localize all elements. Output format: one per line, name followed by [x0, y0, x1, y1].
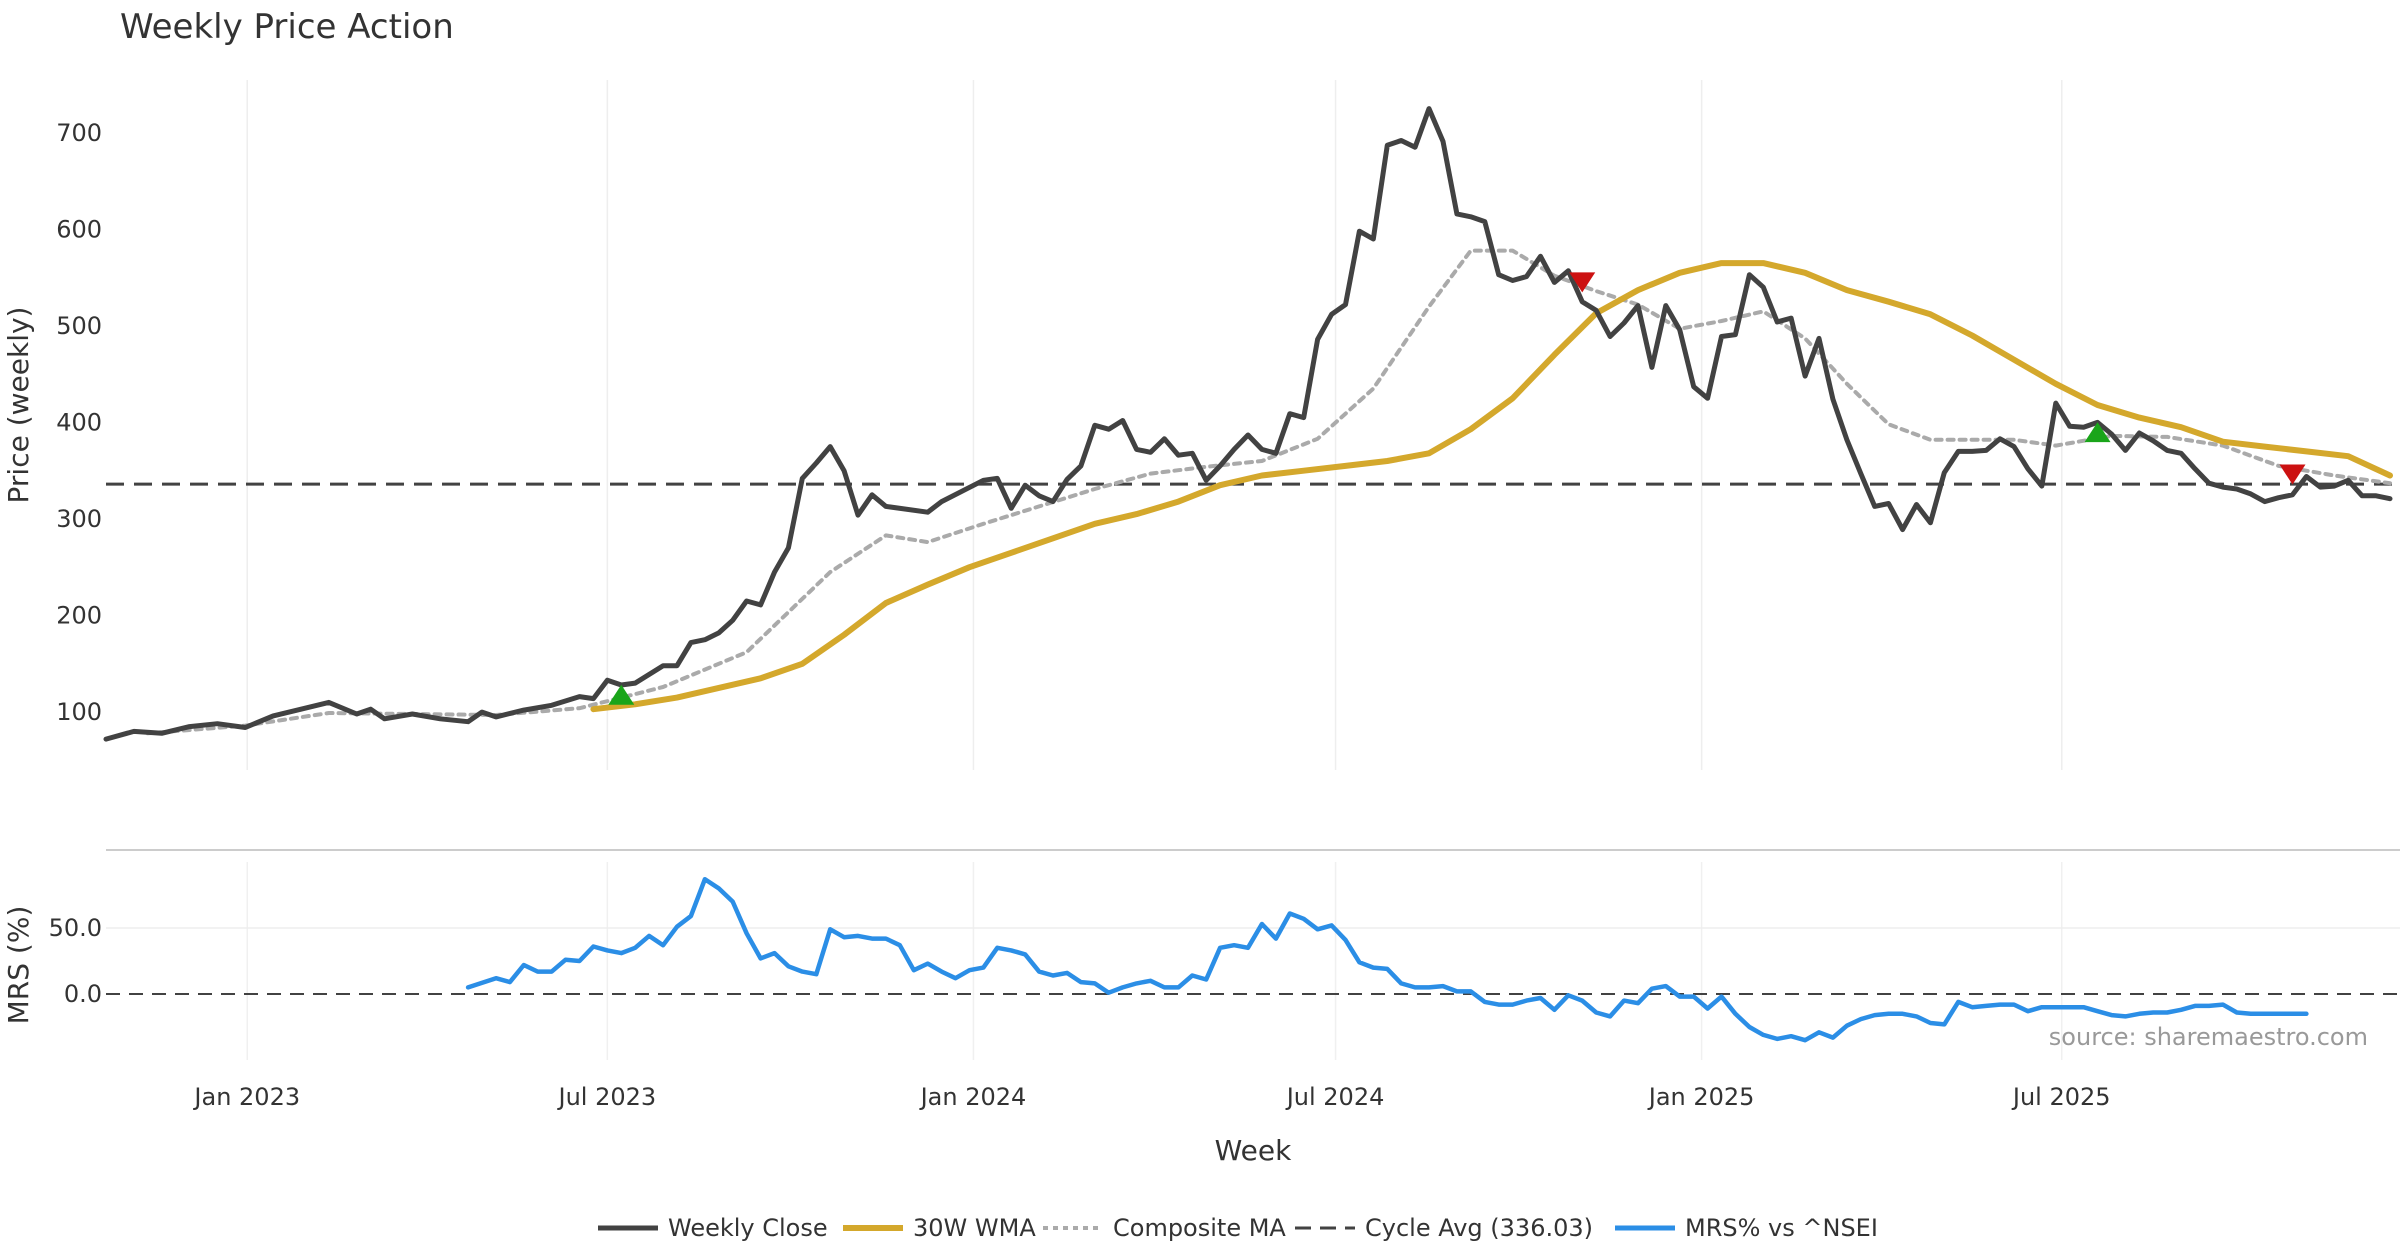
mrs-ytick-0: 50.0	[49, 914, 102, 942]
wma-30w-line	[590, 260, 2393, 713]
weekly-close-line	[103, 106, 2393, 742]
x-tick-3: Jul 2024	[1285, 1083, 1385, 1111]
x-axis-label: Week	[1215, 1134, 1292, 1167]
mrs-line	[465, 876, 2309, 1043]
mrs-ytick-1: 0.0	[64, 980, 102, 1008]
mrs-y-axis-label: MRS (%)	[2, 906, 35, 1025]
price-ytick-4: 500	[56, 312, 102, 340]
legend-label-close: Weekly Close	[668, 1214, 828, 1242]
legend-label-mrs: MRS% vs ^NSEI	[1685, 1214, 1878, 1242]
price-series-lines	[103, 106, 2393, 742]
buy-signal-marker-0	[608, 684, 635, 705]
price-ytick-3: 400	[56, 408, 102, 436]
buy-signal-marker-2	[2084, 422, 2111, 443]
mrs-y-ticks: 50.0 0.0	[49, 914, 102, 1008]
sell-signal-marker-1	[1569, 272, 1596, 293]
mrs-gridlines	[106, 862, 2400, 1060]
price-ytick-1: 200	[56, 602, 102, 630]
x-tick-2: Jan 2024	[919, 1083, 1027, 1111]
legend-label-composite: Composite MA	[1113, 1214, 1286, 1242]
sell-signal-marker-3	[2279, 464, 2306, 485]
price-ytick-0: 100	[56, 698, 102, 726]
price-y-axis-label: Price (weekly)	[2, 307, 35, 504]
price-ytick-6: 700	[56, 119, 102, 147]
legend-label-cycle: Cycle Avg (336.03)	[1365, 1214, 1593, 1242]
x-tick-5: Jul 2025	[2011, 1083, 2111, 1111]
price-y-ticks: 100 200 300 400 500 600 700	[56, 119, 102, 726]
signal-markers	[608, 272, 2306, 705]
price-ytick-2: 300	[56, 505, 102, 533]
composite-ma-line	[145, 248, 2392, 736]
legend-label-wma: 30W WMA	[913, 1214, 1036, 1242]
chart-title: Weekly Price Action	[120, 7, 454, 47]
price-gridlines	[246, 80, 2063, 770]
x-tick-0: Jan 2023	[192, 1083, 300, 1111]
x-axis-ticks: Jan 2023 Jul 2023 Jan 2024 Jul 2024 Jan 2025…	[192, 1083, 2110, 1111]
price-ytick-5: 600	[56, 215, 102, 243]
source-text: source: sharemaestro.com	[2049, 1023, 2368, 1051]
x-tick-4: Jan 2025	[1647, 1083, 1755, 1111]
legend: Weekly Close 30W WMA Composite MA Cycle Avg…	[598, 1214, 1878, 1242]
mrs-series-line	[465, 876, 2309, 1043]
x-tick-1: Jul 2023	[557, 1083, 657, 1111]
